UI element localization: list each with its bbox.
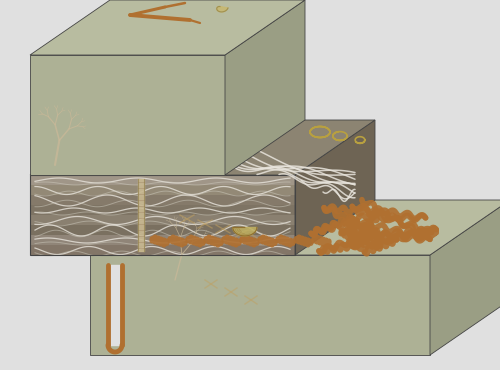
Polygon shape [225,0,305,175]
Polygon shape [30,245,295,255]
Polygon shape [30,175,295,185]
Polygon shape [30,215,295,225]
Polygon shape [233,228,257,236]
Polygon shape [30,225,295,235]
Polygon shape [30,120,375,175]
Polygon shape [30,195,295,205]
Polygon shape [30,235,295,245]
Polygon shape [30,0,305,55]
Polygon shape [90,255,430,355]
Polygon shape [30,205,295,215]
Polygon shape [216,7,228,12]
Polygon shape [90,200,500,255]
Polygon shape [30,185,295,195]
Polygon shape [30,55,225,175]
Polygon shape [430,200,500,355]
Polygon shape [295,120,375,255]
